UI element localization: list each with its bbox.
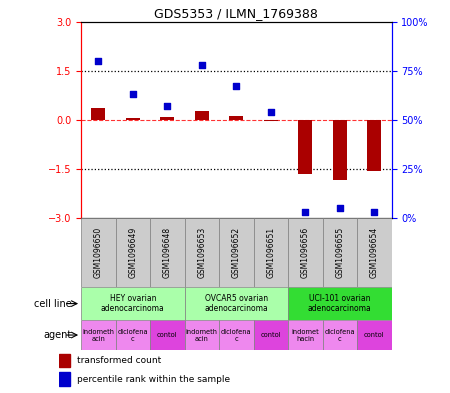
Point: [267, 109, 274, 115]
Text: contol: contol: [157, 332, 178, 338]
Text: contol: contol: [261, 332, 281, 338]
Bar: [58, 372, 70, 386]
Text: cell line: cell line: [34, 299, 72, 309]
Bar: [81, 218, 116, 287]
Point: [233, 83, 240, 90]
Bar: [91, 108, 105, 120]
Point: [302, 209, 309, 215]
Bar: [288, 218, 323, 287]
Text: diclofena
c: diclofena c: [221, 329, 252, 342]
Bar: [298, 120, 312, 174]
Bar: [264, 120, 278, 121]
Bar: [253, 218, 288, 287]
Point: [371, 209, 378, 215]
Bar: [58, 354, 70, 367]
Point: [198, 62, 205, 68]
Point: [336, 205, 343, 211]
Bar: [288, 320, 323, 350]
Text: GSM1096655: GSM1096655: [335, 227, 344, 278]
Text: UCI-101 ovarian
adenocarcinoma: UCI-101 ovarian adenocarcinoma: [308, 294, 372, 313]
Bar: [367, 120, 381, 171]
Text: percentile rank within the sample: percentile rank within the sample: [77, 375, 230, 384]
Text: indometh
acin: indometh acin: [186, 329, 218, 342]
Point: [94, 58, 102, 64]
Text: GSM1096648: GSM1096648: [163, 227, 172, 278]
Bar: [219, 218, 253, 287]
Bar: [288, 287, 392, 320]
Text: GSM1096656: GSM1096656: [301, 227, 310, 278]
Text: OVCAR5 ovarian
adenocarcinoma: OVCAR5 ovarian adenocarcinoma: [204, 294, 268, 313]
Text: indomet
hacin: indomet hacin: [292, 329, 319, 342]
Point: [129, 91, 136, 97]
Bar: [230, 116, 243, 120]
Text: GSM1096649: GSM1096649: [128, 227, 137, 278]
Text: GSM1096651: GSM1096651: [266, 227, 275, 278]
Title: GDS5353 / ILMN_1769388: GDS5353 / ILMN_1769388: [154, 7, 318, 20]
Bar: [195, 111, 209, 120]
Bar: [116, 218, 150, 287]
Bar: [357, 320, 392, 350]
Text: indometh
acin: indometh acin: [82, 329, 114, 342]
Bar: [81, 287, 184, 320]
Text: HEY ovarian
adenocarcinoma: HEY ovarian adenocarcinoma: [101, 294, 165, 313]
Bar: [333, 120, 346, 180]
Point: [164, 103, 171, 109]
Text: GSM1096652: GSM1096652: [232, 227, 241, 278]
Bar: [160, 117, 174, 120]
Text: GSM1096650: GSM1096650: [94, 227, 103, 278]
Bar: [253, 320, 288, 350]
Text: contol: contol: [364, 332, 385, 338]
Text: GSM1096654: GSM1096654: [370, 227, 379, 278]
Bar: [184, 218, 219, 287]
Bar: [116, 320, 150, 350]
Text: agent: agent: [44, 330, 72, 340]
Bar: [323, 320, 357, 350]
Bar: [126, 118, 140, 120]
Bar: [184, 320, 219, 350]
Bar: [357, 218, 392, 287]
Bar: [219, 320, 253, 350]
Bar: [150, 218, 184, 287]
Text: transformed count: transformed count: [77, 356, 161, 365]
Text: diclofena
c: diclofena c: [117, 329, 148, 342]
Bar: [323, 218, 357, 287]
Bar: [81, 320, 116, 350]
Bar: [150, 320, 184, 350]
Bar: [184, 287, 288, 320]
Text: diclofena
c: diclofena c: [324, 329, 355, 342]
Text: GSM1096653: GSM1096653: [197, 227, 206, 278]
